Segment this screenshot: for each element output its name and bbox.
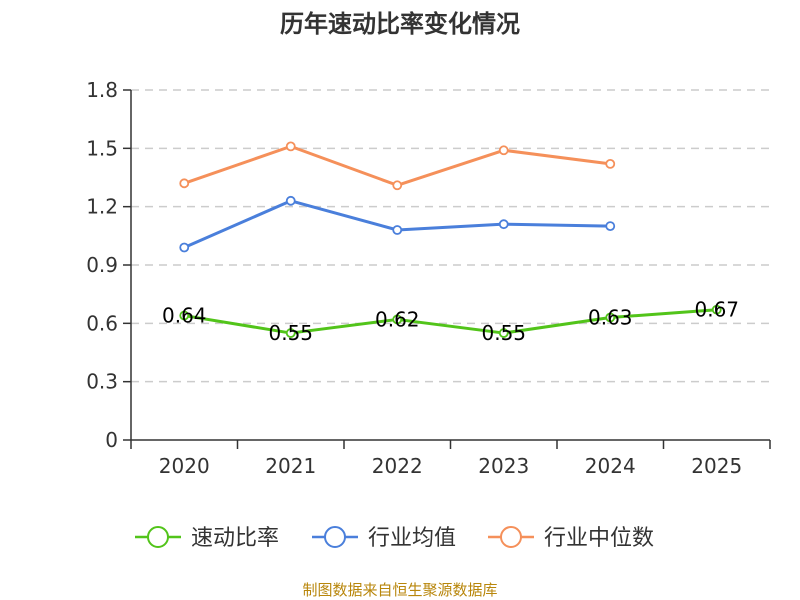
axes: 0 0.3 0.6 0.9 1.2 1.5 1.8 2020 2021 2022 2023 2024 2… — [86, 78, 771, 478]
data-point — [179, 310, 190, 321]
chart-title: 历年速动比率变化情况 — [280, 10, 520, 38]
data-point — [605, 221, 616, 232]
data-point — [392, 314, 403, 325]
series-line-1 — [183, 199, 611, 249]
data-point — [605, 158, 616, 169]
legend-label: 行业均值 — [368, 526, 456, 551]
x-tick-label: 2021 — [265, 454, 316, 478]
data-point — [498, 328, 509, 338]
data-label: 0.64 — [162, 304, 207, 328]
y-tick-label: 0 — [105, 428, 118, 452]
data-labels: 0.64 0.55 0.62 0.55 0.63 0.67 — [162, 298, 739, 345]
legend-label: 速动比率 — [191, 526, 279, 551]
data-point — [498, 145, 509, 156]
data-point — [285, 328, 296, 338]
data-label: 0.67 — [694, 298, 739, 322]
series-line-0 — [184, 308, 717, 335]
x-tick-label: 2025 — [691, 454, 742, 478]
data-point — [285, 141, 296, 152]
gridlines — [131, 89, 770, 383]
x-tick-label: 2023 — [478, 454, 529, 478]
legend-label: 行业中位数 — [544, 526, 654, 551]
y-tick-label: 1.8 — [86, 78, 118, 102]
legend-item-1[interactable]: 行业均值 — [312, 526, 456, 551]
x-tick-label: 2022 — [372, 454, 423, 478]
data-point — [179, 242, 190, 253]
series-lines — [183, 144, 717, 335]
legend[interactable]: 速动比率 行业均值 行业中位数 — [135, 526, 654, 551]
source-note: 制图数据来自恒生聚源数据库 — [302, 581, 497, 599]
data-label: 0.63 — [588, 306, 633, 330]
y-tick-label: 0.6 — [86, 311, 118, 335]
x-tick-label: 2024 — [585, 454, 636, 478]
legend-marker — [324, 526, 346, 548]
data-point — [605, 312, 616, 323]
y-tick-label: 1.2 — [86, 195, 118, 219]
legend-marker — [147, 526, 169, 548]
y-tick-label: 0.3 — [86, 370, 118, 394]
data-point — [179, 178, 190, 189]
x-tick-label: 2020 — [159, 454, 210, 478]
data-point — [711, 304, 722, 315]
series-points — [179, 141, 722, 338]
legend-marker — [500, 526, 522, 548]
series-line-2 — [183, 144, 611, 187]
data-label: 0.55 — [481, 321, 526, 345]
legend-item-2[interactable]: 行业中位数 — [488, 526, 654, 551]
data-point — [498, 219, 509, 230]
data-point — [392, 180, 403, 191]
data-label: 0.62 — [375, 307, 420, 331]
legend-item-0[interactable]: 速动比率 — [135, 526, 279, 551]
data-point — [392, 225, 403, 235]
data-label: 0.55 — [268, 321, 313, 345]
y-tick-label: 0.9 — [86, 253, 118, 277]
y-tick-label: 1.5 — [86, 136, 118, 160]
data-point — [285, 195, 296, 206]
